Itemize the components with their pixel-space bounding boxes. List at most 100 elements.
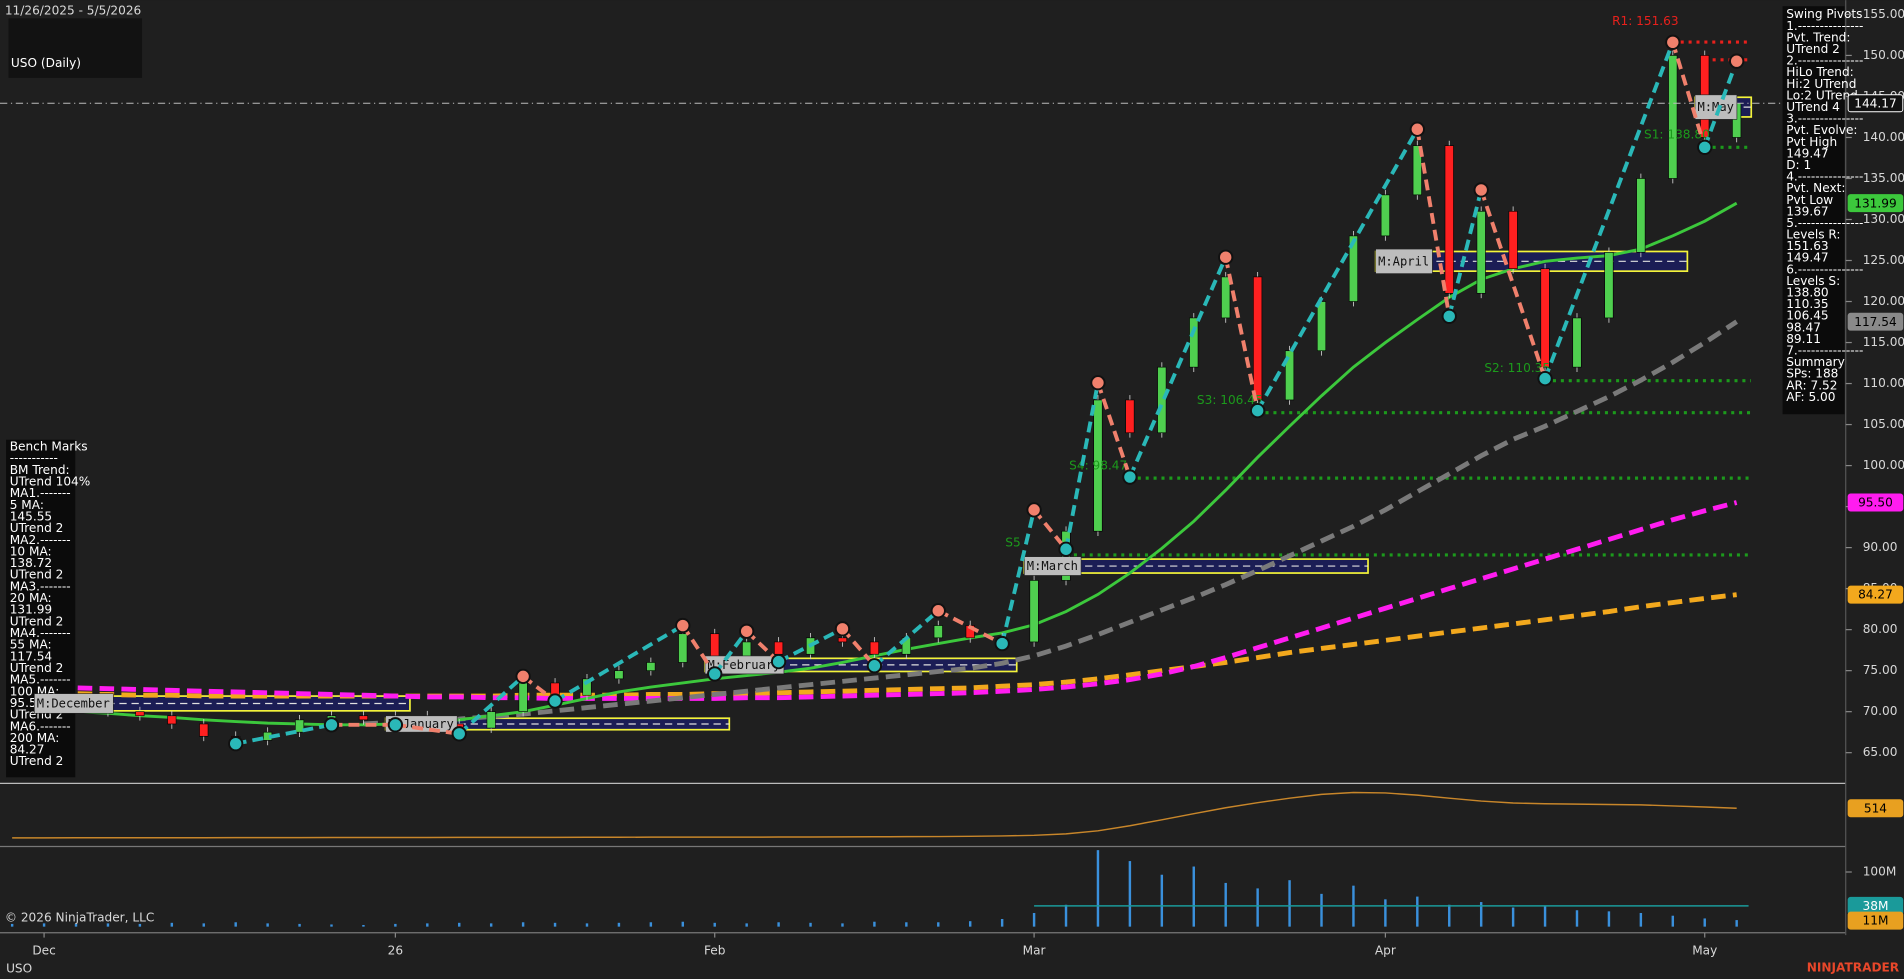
bench-marks-panel <box>6 439 76 778</box>
y-tick-label: 120.00 <box>1863 294 1904 308</box>
y-tick-label: 155.00 <box>1863 7 1904 21</box>
volume-bar <box>234 922 237 927</box>
panel-text: 3.--------------- <box>1786 112 1863 126</box>
pivot-dot <box>1409 121 1425 137</box>
copyright: © 2026 NinjaTrader, LLC <box>5 911 154 925</box>
panel-text: 139.67 <box>1786 204 1828 218</box>
pivot-dot <box>1122 469 1138 485</box>
month-label: M:February <box>707 658 780 672</box>
x-tick-label: Dec <box>32 943 55 957</box>
candle <box>518 682 528 712</box>
swing-leg <box>777 627 844 664</box>
panel-text: MA5.------- <box>10 673 71 687</box>
volume-bar <box>266 923 269 927</box>
volume-bar <box>1064 904 1068 927</box>
candle <box>358 715 368 721</box>
level-label: S4: 98.47 <box>1069 458 1127 472</box>
volume-bar <box>1032 912 1036 927</box>
swing-leg <box>1447 189 1484 317</box>
volume-bar <box>1511 907 1515 927</box>
swing-leg <box>1223 256 1260 412</box>
candle <box>837 637 848 643</box>
panel-text: 138.72 <box>10 556 52 570</box>
chart-title: USO (Daily) <box>11 56 81 70</box>
pivot-dot <box>675 617 691 634</box>
candle <box>1668 55 1678 179</box>
candle <box>614 670 624 680</box>
volume-bar <box>1224 882 1227 927</box>
month-tag <box>1024 556 1082 576</box>
panel-text: UTrend 2 <box>10 661 64 675</box>
panel-text: Lo:2 UTrend <box>1786 88 1858 102</box>
candle <box>1221 276 1231 319</box>
panel-text: UTrend 2 <box>1786 42 1840 56</box>
panel-text: HiLo Trend: <box>1786 65 1854 79</box>
panel-text: 89.11 <box>1786 332 1821 346</box>
swing-leg <box>1702 60 1739 148</box>
candle <box>774 641 784 655</box>
panel-text: 5 MA: <box>10 498 44 512</box>
volume-bar <box>202 923 205 927</box>
volume-bar <box>394 923 397 927</box>
panel-text: Levels R: <box>1786 228 1840 242</box>
level-label: S3: 106.45 <box>1197 393 1263 407</box>
y-tick-label: 70.00 <box>1863 704 1898 718</box>
month-label: M:December <box>37 697 110 711</box>
pivot-dot <box>1026 502 1042 518</box>
axis-marker <box>1847 312 1904 331</box>
candle <box>1125 399 1135 434</box>
swing-leg <box>1415 128 1452 317</box>
candle <box>1348 235 1358 302</box>
candle <box>1380 194 1390 237</box>
candle <box>869 641 879 655</box>
candle <box>1029 580 1039 643</box>
axis-marker <box>1847 94 1904 113</box>
x-tick-label: May <box>1692 943 1717 957</box>
panel-text: 5.--------------- <box>1786 216 1863 230</box>
y-tick-label: 150.00 <box>1863 48 1904 62</box>
volume-bar <box>1192 866 1195 927</box>
panel-text: 4.--------------- <box>1786 170 1863 184</box>
pivot-dot <box>739 623 755 639</box>
panel-text: AR: 7.52 <box>1786 378 1837 392</box>
candle <box>1540 268 1550 368</box>
candle <box>1285 350 1295 401</box>
pivot-dot <box>323 717 340 733</box>
pivot-dot <box>1537 370 1553 387</box>
plot-layer <box>0 40 1846 927</box>
panel-text: UTrend 2 <box>10 614 64 628</box>
panel-text: 200 MA: <box>10 731 60 745</box>
y-tick-label: 100.00 <box>1863 458 1904 472</box>
level-label: S2: 110.35 <box>1484 361 1550 375</box>
y-tick-label: 110.00 <box>1863 376 1904 390</box>
panel-text: MA6.------- <box>10 719 71 733</box>
panel-text: UTrend 2 <box>10 521 64 535</box>
pivot-dot <box>1058 541 1074 557</box>
swing-leg <box>1255 128 1420 412</box>
panel-text: Pvt. Evolve: <box>1786 123 1857 137</box>
candle <box>646 662 656 671</box>
pivot-dot <box>1090 375 1106 391</box>
panel-text: MA4.------- <box>10 626 71 640</box>
panel-text: 20 MA: <box>10 591 52 605</box>
axis-marker <box>1847 493 1904 512</box>
volume-bar <box>1384 899 1387 927</box>
candle <box>678 633 688 663</box>
volume-bar <box>809 922 812 927</box>
pivot-dot <box>707 666 723 682</box>
panel-text: SPs: 188 <box>1786 367 1838 381</box>
level-label: R1: 151.63 <box>1612 14 1679 28</box>
panel-text: 1.--------------- <box>1786 19 1863 33</box>
panel-text: UTrend 104% <box>10 474 91 488</box>
panel-text: AF: 5.00 <box>1786 390 1835 404</box>
month-tag <box>1694 94 1738 120</box>
level-label: S5 <box>1005 535 1020 549</box>
pivot-dot <box>1697 139 1713 155</box>
volume-bar <box>969 921 972 927</box>
volume-bar <box>1671 915 1675 927</box>
pivot-dot <box>1249 402 1266 419</box>
axis-marker-label: 117.54 <box>1854 315 1897 329</box>
panel-text: Pvt Low <box>1786 193 1833 207</box>
